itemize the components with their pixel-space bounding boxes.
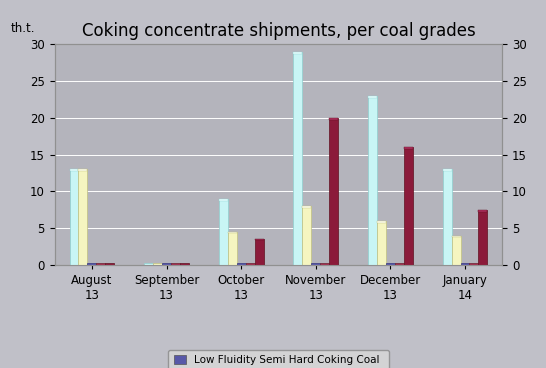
Bar: [377, 221, 386, 265]
Bar: [386, 263, 395, 265]
Bar: [79, 169, 87, 265]
Text: th.t.: th.t.: [11, 22, 35, 35]
Bar: [171, 263, 180, 265]
Bar: [377, 221, 386, 223]
Bar: [153, 263, 162, 265]
Bar: [219, 199, 228, 201]
Bar: [395, 263, 404, 265]
Bar: [404, 147, 413, 265]
Bar: [228, 232, 236, 265]
Bar: [368, 96, 377, 98]
Bar: [162, 263, 171, 265]
Title: Coking concentrate shipments, per coal grades: Coking concentrate shipments, per coal g…: [81, 22, 476, 40]
Bar: [219, 199, 228, 265]
Bar: [69, 169, 79, 171]
Legend: Low Fluidity Semi Hard Coking Coal, High Fluidity Semi Hard Coking Coal: Low Fluidity Semi Hard Coking Coal, High…: [168, 350, 389, 368]
Bar: [228, 232, 236, 233]
Bar: [236, 263, 246, 265]
Bar: [87, 263, 97, 265]
Bar: [97, 263, 105, 265]
Bar: [452, 236, 460, 237]
Bar: [180, 263, 189, 265]
Bar: [293, 52, 302, 265]
Bar: [311, 263, 321, 265]
Bar: [443, 169, 452, 265]
Bar: [254, 239, 264, 265]
Bar: [329, 118, 338, 120]
Bar: [293, 52, 302, 54]
Bar: [478, 210, 488, 212]
Bar: [144, 263, 153, 265]
Bar: [302, 206, 311, 208]
Bar: [321, 263, 329, 265]
Bar: [368, 96, 377, 265]
Bar: [302, 206, 311, 265]
Bar: [460, 263, 470, 265]
Bar: [69, 169, 79, 265]
Bar: [470, 263, 478, 265]
Bar: [452, 236, 460, 265]
Bar: [105, 263, 114, 265]
Bar: [478, 210, 488, 265]
Bar: [254, 239, 264, 240]
Bar: [329, 118, 338, 265]
Bar: [443, 169, 452, 171]
Bar: [79, 169, 87, 171]
Bar: [404, 147, 413, 149]
Bar: [246, 263, 254, 265]
